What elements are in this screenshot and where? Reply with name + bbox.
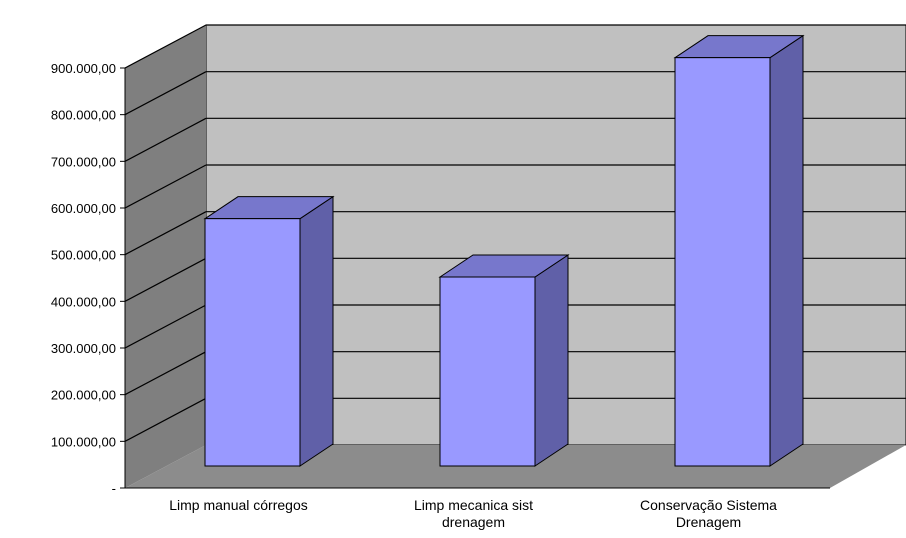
y-tick-label: 100.000,00 xyxy=(51,434,116,449)
y-tick-label: 300.000,00 xyxy=(51,341,116,356)
gridline-side xyxy=(124,211,207,256)
bar-side xyxy=(299,195,334,467)
gridline-side xyxy=(124,257,207,302)
gridline-side xyxy=(124,397,207,442)
y-tick-label: 800.000,00 xyxy=(51,108,116,123)
bar-side xyxy=(769,34,804,467)
y-axis-ticks: - 100.000,00 200.000,00 300.000,00 400.000,0… xyxy=(51,61,125,496)
x-category-label-line: Limp mecanica sist xyxy=(414,497,533,513)
x-category-label: Conservação Sistema Drenagem xyxy=(640,497,777,530)
bar-side xyxy=(534,254,569,467)
bar-front xyxy=(674,57,771,467)
bar-front xyxy=(439,276,536,467)
bar xyxy=(438,254,570,467)
y-tick-label: 900.000,00 xyxy=(51,61,116,76)
gridline-side xyxy=(124,304,207,349)
x-axis-labels: Limp manual córregos Limp mecanica sist dr… xyxy=(169,497,777,530)
bar-front xyxy=(204,218,301,467)
y-tick-label: 200.000,00 xyxy=(51,388,116,403)
bars xyxy=(203,34,805,467)
x-category-label: Limp manual córregos xyxy=(169,497,308,513)
gridline-side xyxy=(124,351,207,396)
side-wall xyxy=(125,25,206,488)
x-category-label-line: Limp manual córregos xyxy=(169,497,308,513)
y-tick-label: 600.000,00 xyxy=(51,201,116,216)
gridline-side xyxy=(124,164,207,209)
y-tick-label: 400.000,00 xyxy=(51,294,116,309)
x-category-label-line: Drenagem xyxy=(676,514,741,530)
x-category-label-line: drenagem xyxy=(442,514,505,530)
x-category-label: Limp mecanica sist drenagem xyxy=(414,497,533,530)
x-category-label-line: Conservação Sistema xyxy=(640,497,777,513)
gridline-side xyxy=(124,24,207,69)
bar xyxy=(203,195,335,467)
gridline-side xyxy=(124,117,207,162)
y-tick-label: - xyxy=(112,481,116,496)
gridline-side xyxy=(124,71,207,116)
y-tick-label: 500.000,00 xyxy=(51,248,116,263)
bar xyxy=(673,34,805,467)
y-tick-label: 700.000,00 xyxy=(51,154,116,169)
